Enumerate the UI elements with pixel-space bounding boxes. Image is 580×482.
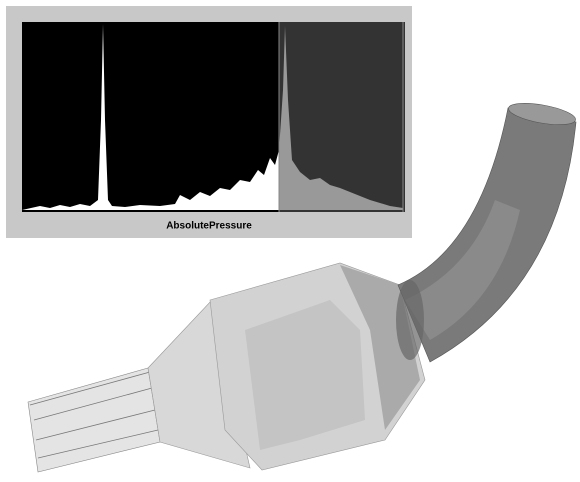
page: AbsolutePressure (() => { const data = J… xyxy=(0,0,580,482)
histogram-widget: AbsolutePressure xyxy=(6,6,412,238)
joint xyxy=(396,280,424,360)
histogram-label: AbsolutePressure xyxy=(166,221,252,232)
inlet-pipe xyxy=(28,368,160,472)
scene: AbsolutePressure xyxy=(0,0,580,482)
